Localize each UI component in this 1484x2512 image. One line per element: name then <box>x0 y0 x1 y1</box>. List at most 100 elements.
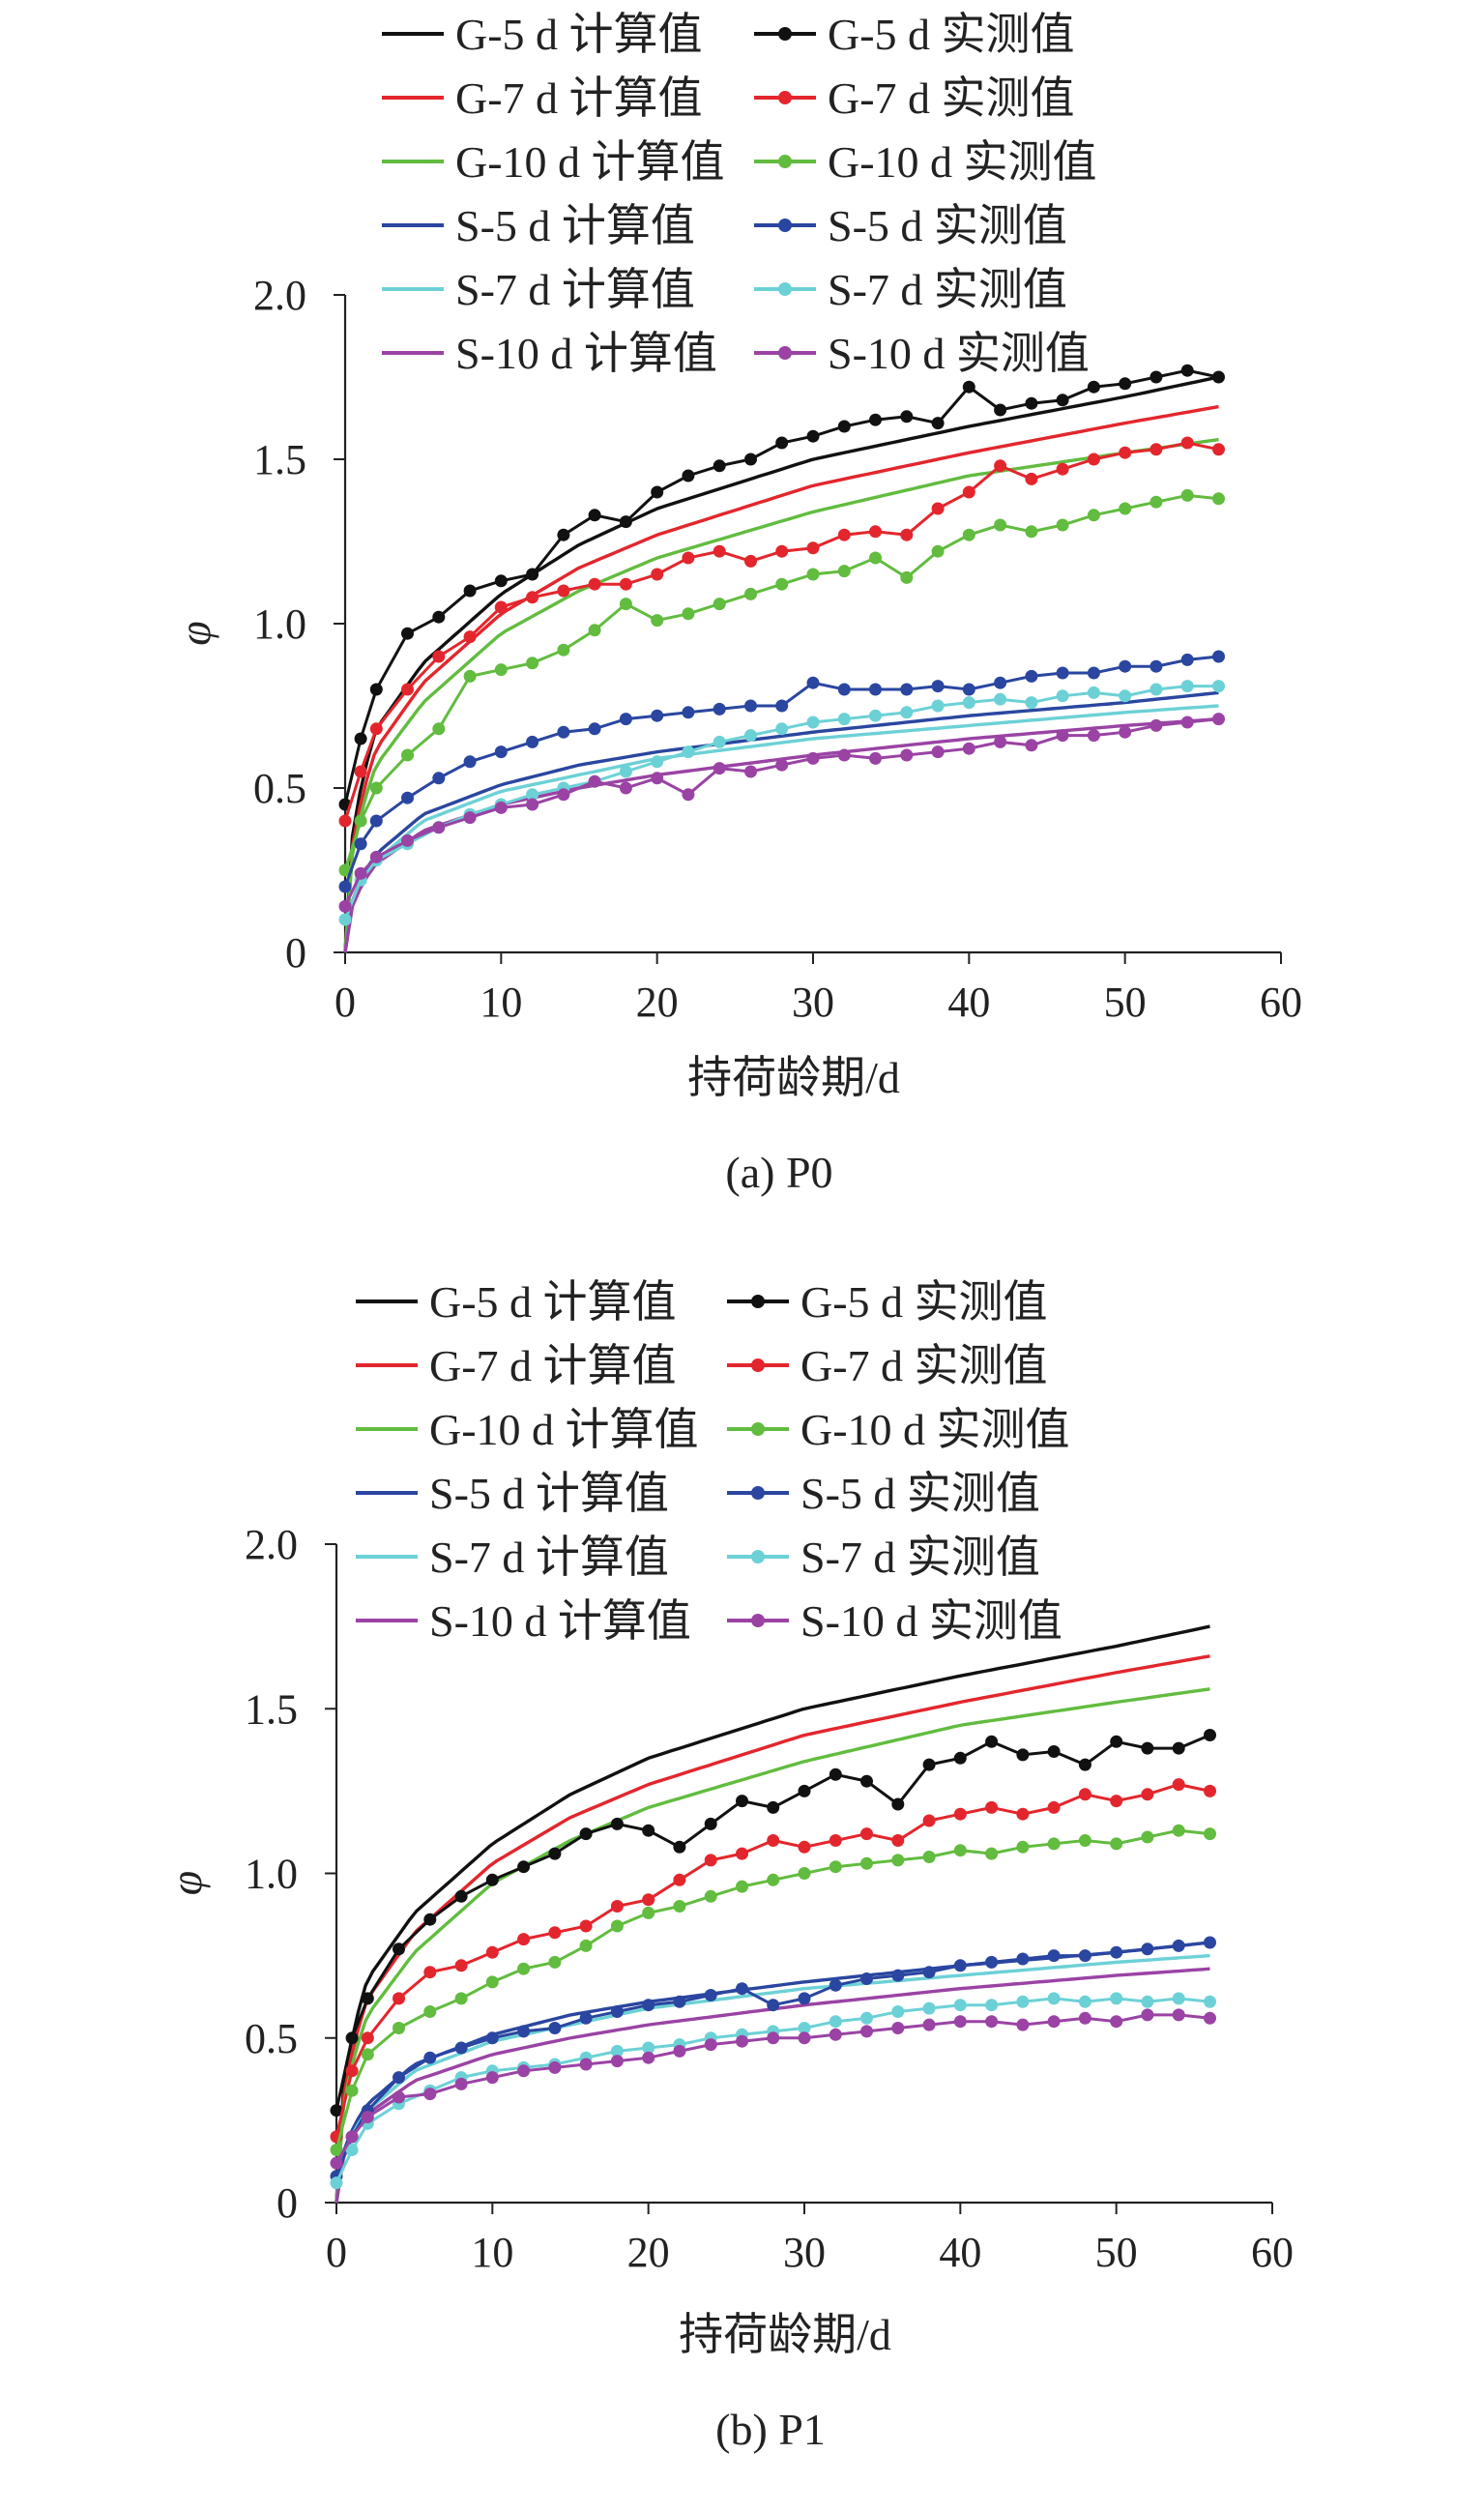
x-tick-label: 10 <box>471 2229 513 2276</box>
data-point <box>345 2064 359 2078</box>
data-point <box>953 1751 967 1765</box>
data-point <box>1149 370 1163 384</box>
data-point <box>354 837 367 851</box>
data-point <box>610 1900 624 1913</box>
data-point <box>798 2022 811 2034</box>
legend-item: S-10 d 计算值 <box>356 1596 691 1646</box>
figure-caption: (b) P1 <box>715 2405 826 2454</box>
data-point <box>1047 1745 1061 1758</box>
data-point <box>338 814 352 828</box>
data-point <box>345 2144 359 2156</box>
legend-label: G-5 d 计算值 <box>455 10 703 59</box>
x-tick-label: 20 <box>627 2229 670 2276</box>
legend-item: G-5 d 计算值 <box>356 1277 677 1327</box>
data-point <box>557 528 570 541</box>
data-point <box>1087 686 1100 699</box>
data-point <box>526 591 539 604</box>
legend-marker <box>751 1422 765 1436</box>
data-point <box>860 1827 873 1841</box>
data-point <box>704 2038 717 2052</box>
data-point <box>517 1860 531 1874</box>
data-point <box>704 1817 717 1830</box>
data-point <box>369 814 383 828</box>
calc-curve-g-10 <box>343 437 1219 953</box>
data-point <box>369 781 383 795</box>
data-point <box>860 2025 873 2038</box>
x-tick-label: 0 <box>335 979 356 1026</box>
data-point <box>330 2144 343 2156</box>
legend-item: G-10 d 计算值 <box>356 1405 699 1454</box>
y-tick-label: 0.5 <box>245 2015 298 2062</box>
data-point <box>1141 1741 1154 1755</box>
data-point <box>704 1854 717 1867</box>
data-point <box>1025 739 1038 752</box>
data-point <box>588 774 601 788</box>
data-point <box>1025 472 1038 485</box>
legend-item: G-10 d 实测值 <box>727 1405 1070 1454</box>
data-point <box>1141 2008 1154 2022</box>
data-point <box>806 541 820 555</box>
data-point <box>1110 1945 1123 1959</box>
data-point <box>891 2022 905 2034</box>
data-point <box>1149 495 1163 509</box>
data-point <box>579 2058 593 2071</box>
data-point <box>354 866 367 880</box>
data-point <box>869 551 882 565</box>
data-point <box>837 683 851 696</box>
data-point <box>1180 436 1194 450</box>
calc-curve-s-7 <box>335 1953 1210 2204</box>
legend-marker <box>751 1550 765 1563</box>
data-point <box>463 630 477 644</box>
data-point <box>610 1919 624 1933</box>
data-point <box>900 683 914 696</box>
data-point <box>1047 2015 1061 2029</box>
data-point <box>579 1939 593 1952</box>
data-point <box>369 683 383 696</box>
data-point <box>704 1989 717 2001</box>
data-point <box>619 515 632 529</box>
data-point <box>1172 1939 1185 1952</box>
data-point <box>806 429 820 443</box>
data-point <box>579 2011 593 2025</box>
data-point <box>744 699 757 713</box>
data-point <box>1078 1758 1091 1771</box>
data-point <box>891 2005 905 2018</box>
calc-curve-s-7 <box>343 704 1219 953</box>
data-point <box>1016 1995 1030 2008</box>
data-point <box>673 1900 686 1913</box>
y-tick-label: 1.0 <box>245 1851 298 1898</box>
data-point <box>1056 729 1069 743</box>
data-point <box>922 1758 936 1771</box>
data-point <box>1087 453 1100 466</box>
data-point <box>798 1840 811 1854</box>
data-point <box>953 1844 967 1857</box>
data-point <box>736 1982 748 1996</box>
data-point <box>1172 1824 1185 1837</box>
data-point <box>1087 729 1100 743</box>
data-point <box>891 1854 905 1867</box>
data-point <box>1016 1952 1030 1966</box>
data-point <box>338 863 352 877</box>
data-point <box>931 417 945 430</box>
calc-curve-s-5 <box>343 690 1219 953</box>
data-point <box>454 2077 468 2090</box>
x-tick-label: 50 <box>1104 979 1147 1026</box>
legend-item: S-7 d 实测值 <box>754 265 1067 314</box>
data-point <box>548 2060 562 2074</box>
legend-label: G-7 d 计算值 <box>429 1341 677 1390</box>
data-point <box>588 509 601 522</box>
data-point <box>900 570 914 584</box>
data-point <box>837 748 851 762</box>
data-point <box>931 699 945 713</box>
calc-curve-g-5 <box>343 375 1219 953</box>
data-point <box>369 850 383 863</box>
x-tick-label: 40 <box>939 2229 981 2276</box>
data-point <box>1078 1788 1091 1801</box>
data-point <box>642 1999 655 2012</box>
data-point <box>619 781 632 795</box>
data-point <box>931 544 945 558</box>
data-point <box>1047 1992 1061 2005</box>
data-point <box>423 1966 437 1979</box>
data-point <box>494 574 508 588</box>
legend-item: S-10 d 实测值 <box>727 1596 1062 1646</box>
